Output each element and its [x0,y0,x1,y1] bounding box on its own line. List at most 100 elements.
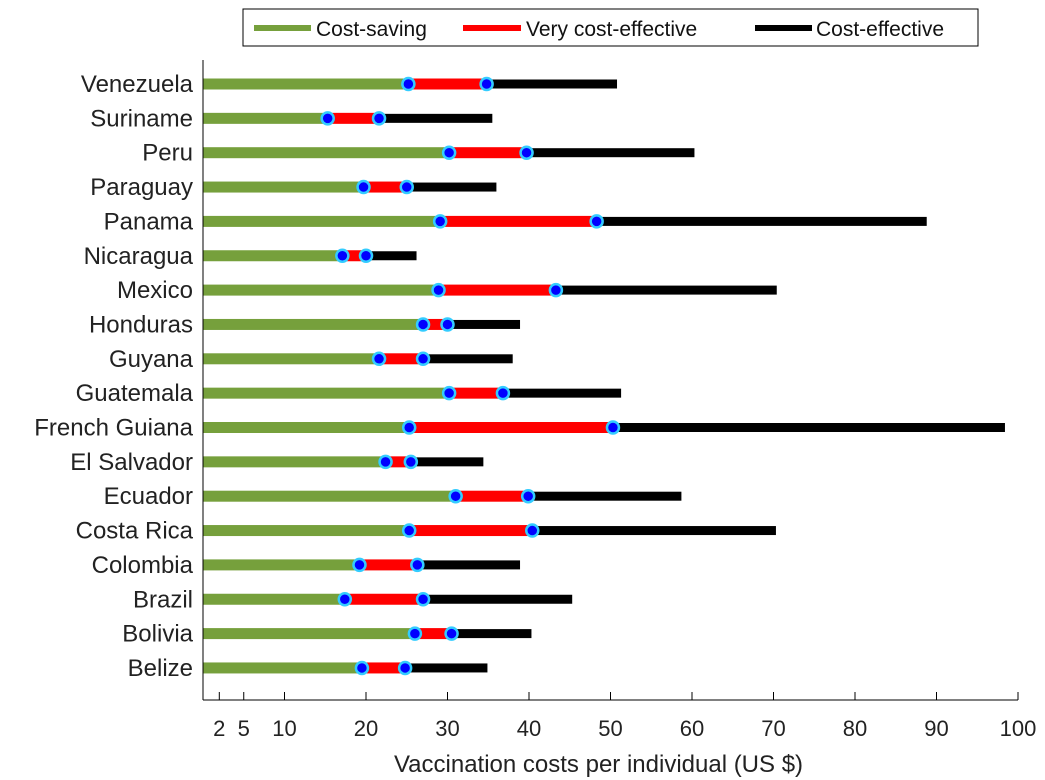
bar-cost-saving [203,456,386,468]
bar-cost-effective [596,216,927,226]
threshold-marker [519,145,534,160]
bar-cost-effective [447,319,521,329]
x-tick-label: 80 [843,716,867,741]
threshold-marker [415,351,431,367]
bar-cost-effective [612,423,1005,432]
bar-cost-saving [203,318,424,330]
x-tick-label: 10 [272,716,296,741]
bar-cost-saving [203,559,360,571]
bar-very-cost-effective [438,284,556,296]
bar-cost-saving [203,147,450,159]
legend-label: Cost-saving [316,18,427,41]
legend-label: Very cost-effective [526,18,697,41]
x-tick-label: 100 [1000,716,1037,741]
category-label: Costa Rica [76,518,194,545]
threshold-marker [495,385,511,401]
threshold-marker [415,592,431,607]
threshold-marker [548,282,564,298]
category-label: Paraguay [90,174,193,201]
bar-very-cost-effective [342,250,366,262]
category-label: Honduras [89,311,193,338]
bar-very-cost-effective [344,593,424,605]
threshold-marker [520,488,536,504]
threshold-marker [407,626,423,641]
threshold-marker [335,248,350,263]
category-label: Mexico [117,277,193,304]
threshold-marker [352,557,367,573]
x-tick-label: 20 [354,716,378,741]
bar-cost-effective [555,285,777,295]
bar-cost-effective [486,79,618,89]
x-tick-label: 40 [517,716,541,741]
bar-cost-effective [366,251,417,261]
threshold-marker [320,111,335,126]
threshold-marker [403,454,419,470]
category-label: Suriname [90,105,193,132]
category-label: Colombia [92,552,194,579]
x-tick-label: 50 [598,716,622,741]
legend-box [242,8,979,47]
x-axis-title: Vaccination costs per individual (US $) [394,751,803,778]
bar-cost-effective [423,354,513,364]
category-label: Venezuela [81,71,194,98]
x-tick-label: 5 [238,716,250,741]
threshold-marker [415,317,431,332]
category-label: Peru [142,140,193,167]
legend: Cost-saving Very cost-effective Cost-effec… [242,8,979,47]
threshold-marker [356,179,371,195]
bar-cost-saving [203,422,410,433]
bar-cost-saving [203,387,450,399]
bar-cost-effective [406,182,497,192]
bar-cost-effective [417,560,521,570]
markers [320,76,621,676]
threshold-marker [410,557,425,573]
threshold-marker [358,248,374,263]
bar-very-cost-effective [361,662,406,674]
bar-very-cost-effective [409,525,533,537]
bars [203,78,1005,674]
bar-cost-saving [203,215,441,227]
bar-cost-effective [502,388,622,398]
bar-very-cost-effective [409,422,613,433]
threshold-marker [605,420,621,435]
threshold-marker [401,420,417,435]
threshold-marker [444,626,459,641]
bar-very-cost-effective [363,181,407,193]
bar-cost-saving [203,662,362,674]
threshold-marker [589,214,604,229]
threshold-marker [371,111,387,126]
threshold-marker [401,76,416,92]
x-tick-label: 2 [213,716,225,741]
category-label: El Salvador [70,449,193,476]
category-label: Bolivia [122,621,193,648]
bar-cost-saving [203,181,364,193]
bar-very-cost-effective [455,490,529,502]
threshold-marker [397,660,413,676]
category-label: Panama [104,208,194,235]
x-tick-label: 60 [680,716,704,741]
category-label: Nicaragua [84,243,194,270]
x-tick-label: 70 [761,716,785,741]
bar-very-cost-effective [408,78,487,90]
bar-cost-saving [203,525,410,537]
bar-very-cost-effective [327,112,380,124]
threshold-marker [441,145,457,160]
threshold-marker [399,179,414,195]
bar-cost-effective [532,526,776,536]
category-label: Guyana [109,346,194,373]
bar-cost-effective [405,663,488,673]
x-tick-label: 90 [924,716,948,741]
category-label: Belize [128,655,193,682]
bar-very-cost-effective [449,387,503,399]
bar-very-cost-effective [449,147,527,159]
category-label: Brazil [133,586,193,613]
bar-cost-effective [379,113,493,123]
bar-very-cost-effective [414,628,452,640]
category-labels: Venezuela Suriname Peru Paraguay Panama Nicar… [34,71,193,682]
threshold-marker [431,282,446,298]
category-label: French Guiana [34,415,193,442]
bar-cost-effective [423,594,573,604]
category-label: Guatemala [76,380,194,407]
bar-cost-saving [203,112,328,124]
